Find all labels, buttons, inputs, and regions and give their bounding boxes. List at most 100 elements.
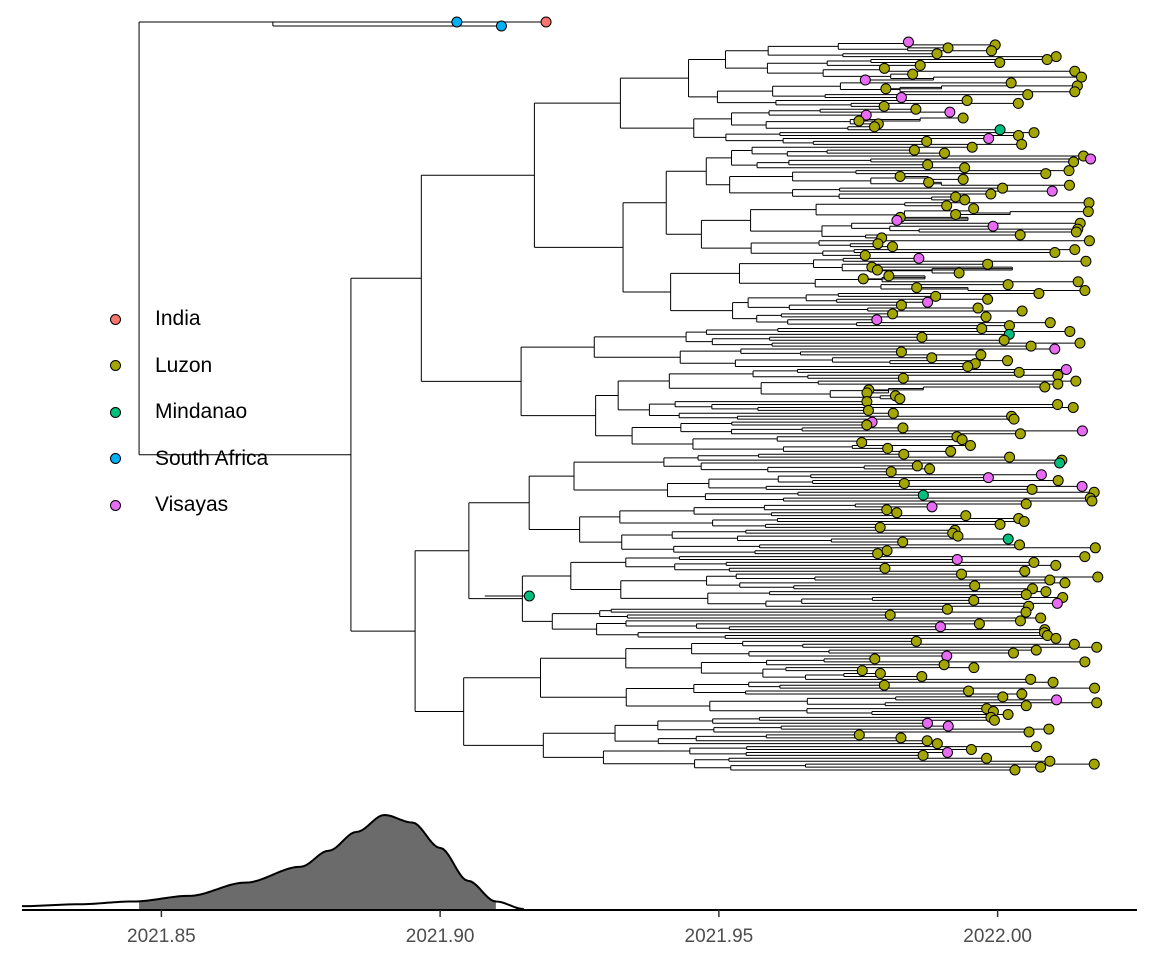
tip-point <box>1046 185 1058 197</box>
tip-point <box>975 349 987 361</box>
tip-point <box>1060 363 1072 375</box>
tip-point <box>959 162 971 174</box>
tip-point <box>934 621 946 633</box>
tip-point <box>961 94 973 106</box>
tip-point <box>887 241 899 253</box>
tip-point <box>1080 255 1092 267</box>
tip-point <box>938 147 950 159</box>
tip-point <box>1092 571 1104 583</box>
tip-point <box>898 448 910 460</box>
tip-point <box>988 714 1000 726</box>
tip-point <box>1044 317 1056 329</box>
tip-point <box>1050 51 1062 63</box>
legend-item-south-africa: South Africa <box>100 436 268 483</box>
tip-point <box>968 662 980 674</box>
tip-point <box>898 477 910 489</box>
tip-point <box>1044 755 1056 767</box>
tip-point <box>1025 673 1037 685</box>
tip-point <box>945 445 957 457</box>
tip-point <box>1086 495 1098 507</box>
tip-point <box>976 323 988 335</box>
tip-point <box>998 334 1010 346</box>
tip-point <box>922 159 934 171</box>
tip-point <box>1016 688 1028 700</box>
tip-point <box>1035 469 1047 481</box>
tip-point <box>1089 682 1101 694</box>
tip-point <box>883 270 895 282</box>
tip-point <box>1020 498 1032 510</box>
tip-point <box>973 618 985 630</box>
x-axis-tick-label: 2022.00 <box>963 926 1032 947</box>
tip-point <box>930 290 942 302</box>
tip-point <box>1039 381 1051 393</box>
tip-point <box>916 670 928 682</box>
tip-point <box>1035 612 1047 624</box>
tip-point <box>1063 165 1075 177</box>
tip-point <box>957 173 969 185</box>
tip-point <box>1007 647 1019 659</box>
tip-point <box>921 135 933 147</box>
tip-point <box>1018 515 1030 527</box>
tip-point <box>879 562 891 574</box>
tip-point <box>895 732 907 744</box>
tip-point <box>878 100 890 112</box>
tip-point <box>862 404 874 416</box>
tip-point <box>907 68 919 80</box>
tip-point <box>1076 480 1088 492</box>
tip-point <box>897 372 909 384</box>
tip-point <box>983 132 995 144</box>
tip-point <box>987 220 999 232</box>
tip-point <box>1028 127 1040 139</box>
tip-point <box>963 685 975 697</box>
legend-item-india: India <box>100 296 268 343</box>
tip-point <box>960 510 972 522</box>
tip-point <box>950 208 962 220</box>
tip-point <box>856 665 868 677</box>
tip-point <box>1028 556 1040 568</box>
tip-point <box>891 214 903 226</box>
tip-point <box>857 273 869 285</box>
tip-point <box>871 264 883 276</box>
tip-point <box>924 463 936 475</box>
tip-point <box>1091 641 1103 653</box>
basal-tip-point <box>451 16 463 28</box>
tip-point <box>1047 676 1059 688</box>
legend-swatch <box>110 453 121 465</box>
tip-point <box>878 62 890 74</box>
tip-point <box>1074 337 1086 349</box>
tip-point <box>951 553 963 565</box>
x-axis-tick-label: 2021.90 <box>406 926 475 947</box>
tip-point <box>1005 77 1017 89</box>
tip-point <box>997 691 1009 703</box>
tip-point <box>956 568 968 580</box>
tip-point <box>981 752 993 764</box>
density-shaded-area <box>139 815 496 909</box>
tip-point <box>897 422 909 434</box>
tip-point <box>959 194 971 206</box>
tip-point <box>1051 694 1063 706</box>
tip-point <box>1085 153 1097 165</box>
tip-point <box>853 729 865 741</box>
legend-swatch <box>110 499 121 511</box>
tip-point <box>962 361 974 373</box>
legend-label: Luzon <box>155 353 213 377</box>
tip-point <box>1064 325 1076 337</box>
tip-point <box>872 548 884 560</box>
density-outline <box>21 813 524 910</box>
tip-point <box>895 346 907 358</box>
tip-point <box>853 115 865 127</box>
tip-point <box>972 302 984 314</box>
tip-point <box>1041 54 1053 66</box>
tip-point <box>871 314 883 326</box>
tip-point <box>982 258 994 270</box>
tip-point <box>966 141 978 153</box>
tip-point <box>874 521 886 533</box>
tip-point <box>942 42 954 54</box>
tip-point <box>994 56 1006 68</box>
tip-point <box>881 545 893 557</box>
tip-point <box>860 109 872 121</box>
tip-point <box>941 746 953 758</box>
tip-point <box>1008 413 1020 425</box>
tip-point <box>1052 378 1064 390</box>
tip-point <box>869 653 881 665</box>
